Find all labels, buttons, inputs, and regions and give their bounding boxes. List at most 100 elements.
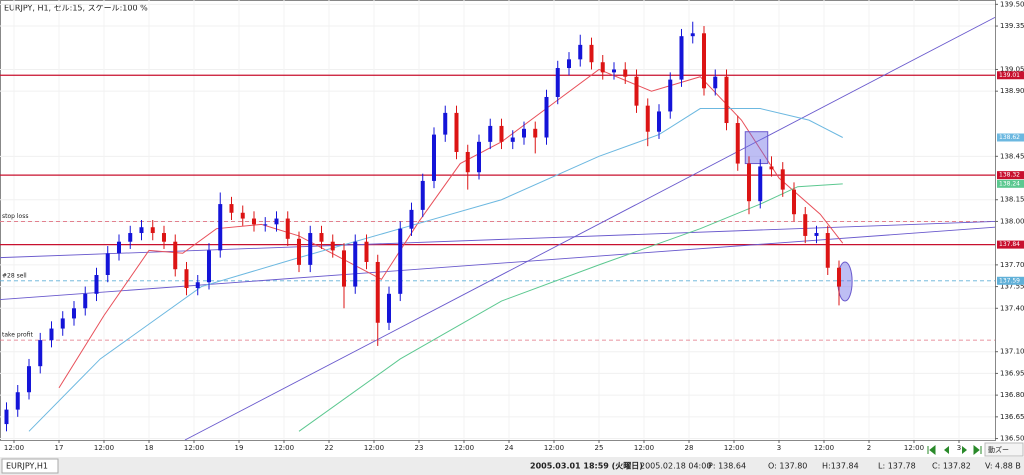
y-tick-label: 139.35: [1000, 22, 1024, 30]
candle-body: [431, 134, 436, 181]
candle-body: [566, 59, 571, 69]
candle-body: [420, 180, 425, 210]
status-bar: [0, 457, 1024, 475]
zoom-label: 動ズー: [988, 445, 1009, 454]
candle-body: [150, 227, 155, 234]
candle-body: [184, 269, 189, 289]
candle-body: [398, 228, 403, 294]
candle-body: [308, 233, 313, 265]
price-tag: [997, 171, 1024, 180]
nav-last[interactable]: [973, 444, 982, 456]
candle-body: [251, 218, 256, 225]
candle-body: [510, 137, 515, 142]
candle-body: [319, 233, 324, 242]
candle-body: [195, 282, 200, 289]
x-tick-label: 19: [235, 444, 244, 452]
x-tick-label: 12:00: [454, 444, 474, 452]
candle-body: [758, 166, 763, 202]
candle-body: [701, 33, 706, 89]
zoom-button[interactable]: [984, 442, 1024, 457]
candle-body: [139, 227, 144, 234]
price-tag-label: 138.24: [999, 180, 1020, 187]
y-tick-label: 137.10: [1000, 348, 1024, 356]
candle-body: [499, 125, 504, 142]
candle-body: [94, 275, 99, 294]
candle-body: [161, 233, 166, 242]
moving-average: [28, 108, 843, 432]
candle-body: [263, 224, 268, 226]
x-tick-label: 12:00: [184, 444, 204, 452]
price-tag: [997, 240, 1024, 249]
y-tick-label: 137.70: [1000, 261, 1024, 269]
status-field: 2005.03.01 18:59 (火曜日): [530, 461, 643, 471]
candle-body: [780, 169, 785, 190]
candle-body: [611, 69, 616, 73]
x-tick-label: 2: [867, 444, 871, 452]
candle-body: [746, 163, 751, 202]
symbol-tab[interactable]: [1, 458, 59, 474]
candle-body: [814, 233, 819, 236]
candle-body: [443, 112, 448, 135]
x-tick-label: 12:00: [904, 444, 924, 452]
x-tick-label: 3: [777, 444, 781, 452]
candle-body: [229, 204, 234, 213]
candle-body: [26, 366, 31, 393]
x-tick-label: 3: [957, 444, 961, 452]
x-tick-label: 12:00: [4, 444, 24, 452]
level-name: take profit: [2, 332, 33, 339]
candle-body: [38, 340, 43, 367]
y-tick-label: 137.40: [1000, 304, 1024, 312]
candle-body: [173, 241, 178, 270]
level-name: #28 sell: [2, 272, 27, 279]
price-tag-label: 138.32: [999, 172, 1020, 179]
moving-average: [298, 183, 843, 432]
candle-body: [128, 233, 133, 242]
nav-next[interactable]: [962, 446, 967, 454]
y-tick-label: 136.80: [1000, 391, 1024, 399]
nav-prev[interactable]: [944, 446, 949, 454]
candle-body: [330, 241, 335, 251]
nav-buttons: [927, 444, 982, 456]
price-tag: [997, 133, 1024, 142]
candle-body: [679, 36, 684, 80]
x-tick-label: 18: [145, 444, 154, 452]
candle-body: [488, 125, 493, 142]
symbol-tab-label: EURJPY,H1: [6, 462, 48, 471]
level-name: stop loss: [2, 213, 28, 220]
nav-first[interactable]: [927, 444, 936, 456]
status-field: C: 137.82: [932, 462, 971, 471]
candle-body: [454, 112, 459, 152]
y-tick-label: 136.95: [1000, 369, 1024, 377]
x-tick-label: 12:00: [814, 444, 834, 452]
x-tick-label: 17: [55, 444, 64, 452]
candle-body: [274, 218, 279, 225]
moving-average: [58, 68, 844, 389]
y-tick-label: 137.55: [1000, 283, 1024, 291]
candle-body: [105, 253, 110, 275]
candle-body: [465, 151, 470, 173]
price-tag-label: 137.59: [999, 277, 1020, 284]
x-tick-label: 12:00: [634, 444, 654, 452]
x-tick-label: 23: [415, 444, 424, 452]
candle-body: [83, 293, 88, 309]
x-tick-label: 12:00: [724, 444, 744, 452]
x-tick-label: 12:00: [274, 444, 294, 452]
candle-body: [4, 409, 9, 425]
candle-body: [623, 69, 628, 77]
candle-body: [521, 128, 526, 138]
x-tick-label: 12:00: [364, 444, 384, 452]
candle-body: [476, 141, 481, 173]
candle-body: [735, 123, 740, 164]
candle-body: [589, 44, 594, 63]
candle-body: [364, 241, 369, 262]
candle-body: [645, 105, 650, 132]
y-tick-label: 136.65: [1000, 413, 1024, 421]
x-tick-label: 28: [685, 444, 694, 452]
candle-body: [240, 212, 245, 219]
y-tick-label: 138.45: [1000, 152, 1024, 160]
x-tick-label: 25: [595, 444, 604, 452]
candle-body: [285, 218, 290, 239]
candle-body: [116, 241, 121, 254]
